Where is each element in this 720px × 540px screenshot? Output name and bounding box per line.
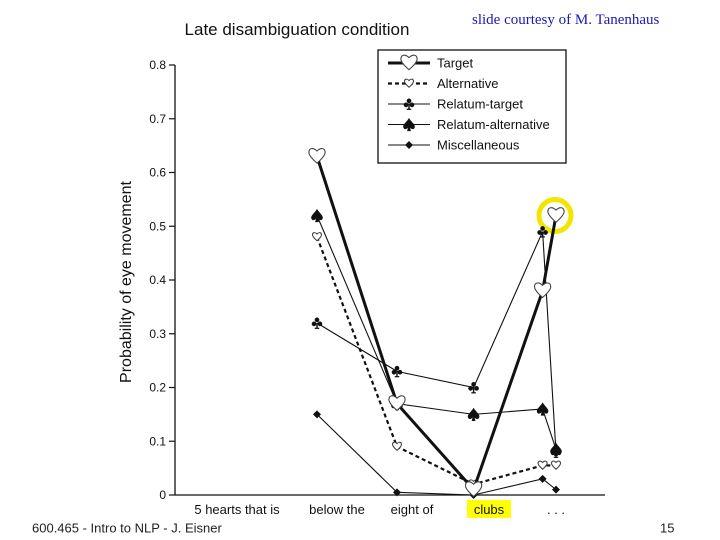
y-tick-label: 0.1: [149, 434, 166, 448]
y-tick-label: 0.7: [149, 112, 166, 126]
x-tick-label: eight of: [391, 502, 434, 517]
highlight-ring: [536, 197, 574, 234]
heart-marker: [403, 78, 415, 89]
series-line: [315, 155, 558, 493]
footer-course-credit: 600.465 - Intro to NLP - J. Eisner: [32, 520, 222, 536]
heart-marker: [547, 207, 565, 224]
page-number: 15: [660, 520, 675, 536]
diamond-marker: [393, 488, 401, 497]
x-tick-label: clubs: [474, 502, 505, 517]
spade-marker: [536, 402, 549, 416]
y-axis-label: Probability of eye movement: [118, 181, 135, 383]
series-relatum-target: [311, 226, 562, 458]
club-marker: [468, 382, 479, 394]
x-tick-highlight: [467, 500, 511, 518]
x-tick-label: 5 hearts that is: [194, 502, 280, 517]
heart-marker: [400, 54, 418, 71]
series-layer: [308, 148, 574, 499]
heart-marker: [391, 441, 403, 452]
series-line: [316, 413, 557, 496]
y-tick-label: 0.8: [149, 58, 166, 72]
club-marker: [537, 226, 548, 238]
diamond-marker: [538, 474, 547, 483]
heart-marker: [308, 148, 326, 164]
diamond-marker: [405, 141, 413, 149]
y-tick-label: 0.4: [149, 273, 166, 287]
heart-marker: [311, 232, 323, 242]
spade-marker: [311, 208, 323, 223]
heart-marker: [464, 481, 483, 498]
y-tick-label: 0.6: [149, 166, 166, 180]
series-miscellaneous: [313, 410, 560, 499]
y-tick-label: 0.3: [149, 327, 166, 341]
club-marker: [311, 317, 323, 329]
diamond-marker: [313, 410, 321, 419]
heart-marker: [388, 395, 406, 412]
club-marker: [403, 98, 415, 110]
legend-label: Relatum-alternative: [437, 117, 550, 132]
chart-axes: 0 0.1 0.2 0.3 0.4 0.5 0.6 0.7 0.8 5 hearts that i…: [149, 58, 605, 518]
legend-label: Alternative: [437, 76, 498, 91]
y-tick-label: 0.2: [149, 381, 166, 395]
x-tick-label: below the: [309, 502, 365, 517]
chart-legend: Target Alternative Relatum-target Relatum-a…: [377, 49, 567, 164]
y-tick-label: 0.5: [149, 219, 166, 233]
chart-title: Late disambiguation condition: [185, 20, 410, 39]
club-marker: [391, 365, 403, 378]
heart-marker: [550, 460, 562, 470]
heart-marker: [537, 460, 548, 470]
slide-credit: slide courtesy of M. Tanenhaus: [472, 12, 660, 28]
series-target: [308, 148, 565, 498]
heart-marker: [533, 282, 552, 299]
legend-label: Target: [437, 56, 474, 71]
series-relatum-alternative: [311, 208, 562, 456]
spade-marker: [403, 117, 415, 132]
spade-marker: [467, 407, 480, 422]
legend-label: Relatum-target: [437, 97, 523, 112]
x-tick-label: . . .: [547, 502, 565, 517]
club-marker: [550, 446, 562, 458]
legend-label: Miscellaneous: [437, 138, 520, 153]
y-tick-label: 0: [159, 488, 166, 502]
diamond-marker: [552, 485, 560, 494]
